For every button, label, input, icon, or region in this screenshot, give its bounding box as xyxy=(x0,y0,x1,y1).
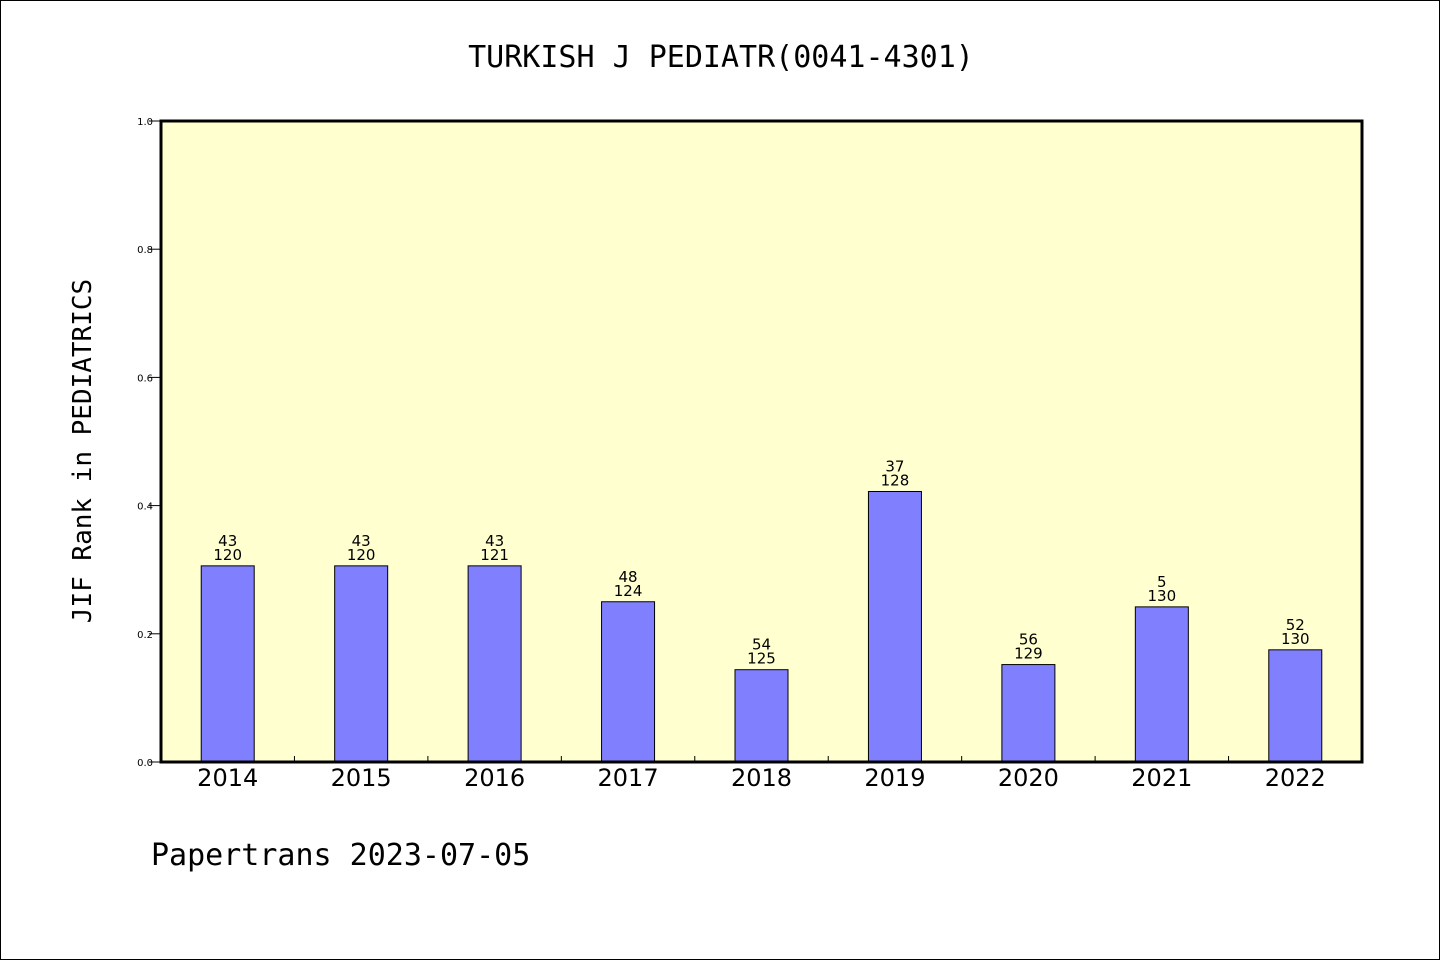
plot-border xyxy=(159,119,1364,764)
bar-rank-label-2020: 56 xyxy=(1019,631,1038,649)
bars-layer: 4312043120431214812454125371285612951305… xyxy=(200,457,1323,763)
bar-2018 xyxy=(734,669,789,763)
bar-rank-label-2016: 43 xyxy=(485,532,504,550)
bar-total-label-2017: 124 xyxy=(614,582,643,600)
bar-2022 xyxy=(1268,649,1323,763)
x-axis: 2014 2015 2016 2017 2018 2019 2020 2021 2022 xyxy=(197,756,1326,792)
y-tick-label: 0.4 xyxy=(137,502,153,513)
bar-total-label-2018: 125 xyxy=(747,650,776,668)
chart-title: TURKISH J PEDIATR(0041-4301) xyxy=(468,40,974,75)
y-tick-label: 0.8 xyxy=(137,245,153,256)
x-tick-label-2022: 2022 xyxy=(1265,764,1326,792)
y-tick-label: 0.0 xyxy=(137,758,153,769)
bar-2021 xyxy=(1134,606,1189,763)
x-tick-label-2016: 2016 xyxy=(464,764,525,792)
bar-2015 xyxy=(334,565,389,763)
bar-2020 xyxy=(1001,664,1056,763)
bar-rank-label-2014: 43 xyxy=(218,532,237,550)
x-tick-label-2014: 2014 xyxy=(197,764,258,792)
bar-2014 xyxy=(200,565,255,763)
footer-text: Papertrans 2023-07-05 xyxy=(151,838,530,873)
x-tick-label-2018: 2018 xyxy=(731,764,792,792)
bar-rank-label-2017: 48 xyxy=(619,568,638,586)
y-tick-label: 1.0 xyxy=(137,117,153,128)
x-tick-label-2017: 2017 xyxy=(598,764,659,792)
bar-total-label-2015: 120 xyxy=(347,546,376,564)
bar-total-label-2014: 120 xyxy=(213,546,242,564)
bar-total-label-2021: 130 xyxy=(1148,587,1177,605)
x-tick-label-2015: 2015 xyxy=(331,764,392,792)
y-tick-label: 0.2 xyxy=(137,630,153,641)
bar-rank-label-2015: 43 xyxy=(352,532,371,550)
y-axis-label: JIF Rank in PEDIATRICS xyxy=(68,279,98,623)
bar-rank-label-2018: 54 xyxy=(752,636,771,654)
bar-total-label-2019: 128 xyxy=(881,471,910,489)
bar-rank-label-2022: 52 xyxy=(1286,616,1305,634)
bar-2016 xyxy=(467,565,522,763)
bar-rank-label-2019: 37 xyxy=(885,457,904,475)
y-axis: 0.0 0.2 0.4 0.6 0.8 1.0 xyxy=(137,117,161,769)
y-tick-label: 0.6 xyxy=(137,373,153,384)
x-tick-label-2021: 2021 xyxy=(1131,764,1192,792)
bar-2017 xyxy=(601,601,656,763)
bar-total-label-2020: 129 xyxy=(1014,645,1043,663)
bar-total-label-2016: 121 xyxy=(480,546,509,564)
x-tick-label-2020: 2020 xyxy=(998,764,1059,792)
x-tick-label-2019: 2019 xyxy=(864,764,925,792)
bar-2019 xyxy=(867,490,922,763)
bar-total-label-2022: 130 xyxy=(1281,630,1310,648)
bar-rank-label-2021: 5 xyxy=(1157,573,1167,591)
